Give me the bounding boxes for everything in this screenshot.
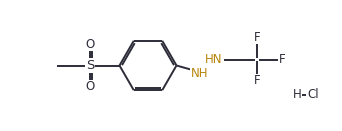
Text: NH: NH	[191, 67, 209, 80]
Text: HN: HN	[205, 53, 223, 66]
Text: O: O	[86, 81, 95, 94]
Text: H: H	[293, 89, 301, 102]
Text: O: O	[86, 37, 95, 50]
Text: S: S	[86, 59, 94, 72]
Text: F: F	[279, 53, 286, 66]
Text: F: F	[254, 31, 260, 43]
Text: F: F	[254, 75, 260, 88]
Text: Cl: Cl	[307, 89, 319, 102]
